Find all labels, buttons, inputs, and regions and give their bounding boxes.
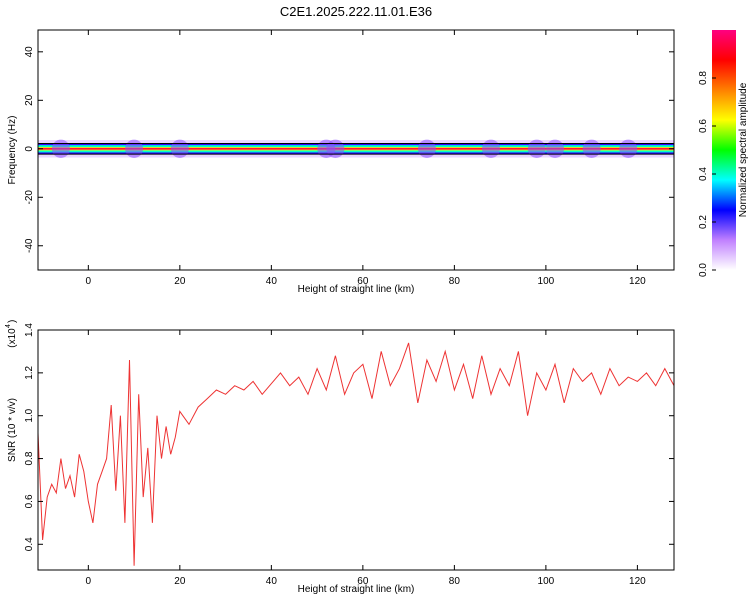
colorbar-tick-label: 0.4 bbox=[698, 167, 709, 181]
snr-xtick-label: 0 bbox=[86, 576, 92, 587]
snr-ytick-label: 1.2 bbox=[24, 365, 35, 379]
spectrogram-ylabel: Frequency (Hz) bbox=[7, 116, 18, 185]
snr-exponent-power: 4 bbox=[5, 324, 12, 328]
figure-title: C2E1.2025.222.11.01.E36 bbox=[280, 4, 432, 19]
snr-ytick-label: 0.8 bbox=[24, 451, 35, 465]
colorbar: 0.0 0.2 0.4 0.6 0.8 Normalized spectral ampl… bbox=[698, 30, 749, 277]
spectrogram-ytick-label: 20 bbox=[24, 94, 35, 106]
spectrogram-xtick-label: 60 bbox=[357, 276, 369, 287]
spectrogram-xtick-label: 80 bbox=[449, 276, 461, 287]
snr-plot-area bbox=[38, 330, 674, 570]
snr-ytick-label: 0.6 bbox=[24, 494, 35, 508]
snr-xtick-label: 80 bbox=[449, 576, 461, 587]
snr-y-axis: 0.4 0.6 0.8 1.0 1.2 1.4 bbox=[24, 323, 674, 551]
spectrogram-xtick-label: 100 bbox=[538, 276, 555, 287]
snr-frame bbox=[37, 329, 675, 571]
snr-exponent-base: (x10 bbox=[7, 328, 18, 348]
colorbar-tick-label: 0.8 bbox=[698, 71, 709, 85]
colorbar-tick-label: 0.0 bbox=[698, 263, 709, 277]
colorbar-ticks: 0.0 0.2 0.4 0.6 0.8 bbox=[698, 71, 716, 277]
spectrogram-ytick-label: -20 bbox=[24, 190, 35, 205]
snr-ytick-label: 1.0 bbox=[24, 408, 35, 422]
colorbar-tick-label: 0.2 bbox=[698, 215, 709, 229]
snr-ylabel: SNR (10 * v/v) bbox=[7, 398, 18, 462]
spectrogram-xtick-label: 0 bbox=[86, 276, 92, 287]
spectrogram-band bbox=[38, 139, 674, 158]
snr-xtick-label: 60 bbox=[357, 576, 369, 587]
snr-ytick-label: 1.4 bbox=[24, 323, 35, 337]
snr-exponent-close: ) bbox=[7, 320, 18, 323]
band-hotspot bbox=[619, 139, 638, 158]
snr-xtick-label: 120 bbox=[629, 576, 646, 587]
snr-exponent-label: (x10 4 ) bbox=[5, 320, 18, 348]
band-hotspot bbox=[51, 139, 70, 158]
spectrogram-ytick-label: 40 bbox=[24, 46, 35, 58]
spectrogram-ytick-label: -40 bbox=[24, 238, 35, 253]
colorbar-tick-label: 0.6 bbox=[698, 119, 709, 133]
snr-x-axis: 0 20 40 60 80 100 120 bbox=[86, 330, 646, 587]
band-hotspot bbox=[326, 139, 345, 158]
band-hotspot bbox=[546, 139, 565, 158]
spectrogram-panel: 0 20 40 60 80 100 120 40 20 0 -20 -40 Height of st… bbox=[7, 29, 675, 295]
band-hotspot bbox=[481, 139, 500, 158]
band-hotspot bbox=[125, 139, 144, 158]
band-hotspot bbox=[417, 139, 436, 158]
spectrogram-xtick-label: 40 bbox=[266, 276, 278, 287]
spectrogram-xtick-label: 120 bbox=[629, 276, 646, 287]
band-core bbox=[38, 147, 674, 150]
spectrogram-xtick-label: 20 bbox=[174, 276, 186, 287]
band-hotspot bbox=[527, 139, 546, 158]
snr-panel: 0 20 40 60 80 100 120 0.4 0.6 0.8 1.0 1.2 1.4 Heigh… bbox=[5, 320, 675, 595]
spectrogram-ytick-label: 0 bbox=[24, 146, 35, 152]
band-hotspot bbox=[170, 139, 189, 158]
snr-xtick-label: 20 bbox=[174, 576, 186, 587]
colorbar-gradient bbox=[712, 30, 736, 270]
colorbar-label: Normalized spectral amplitude bbox=[738, 82, 749, 217]
spectrogram-y-axis: 40 20 0 -20 -40 bbox=[24, 46, 674, 253]
snr-xtick-label: 100 bbox=[538, 576, 555, 587]
band-hotspot bbox=[582, 139, 601, 158]
snr-xlabel: Height of straight line (km) bbox=[298, 584, 415, 595]
spectrogram-frame bbox=[37, 29, 675, 271]
spectrogram-xlabel: Height of straight line (km) bbox=[298, 284, 415, 295]
spectrogram-x-axis: 0 20 40 60 80 100 120 bbox=[86, 30, 646, 287]
snr-series-line bbox=[38, 342, 674, 566]
snr-xtick-label: 40 bbox=[266, 576, 278, 587]
snr-ytick-label: 0.4 bbox=[24, 537, 35, 551]
